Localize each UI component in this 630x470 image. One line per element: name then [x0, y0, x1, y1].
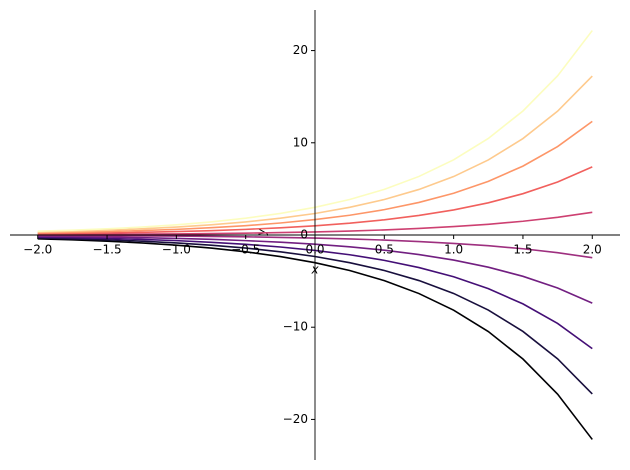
- x-tick-label: 0.5: [375, 243, 394, 257]
- x-tick-label: 1.5: [513, 243, 532, 257]
- x-tick-label: 0.0: [305, 243, 324, 257]
- y-tick-label: 10: [293, 135, 308, 149]
- x-tick-label: −2.0: [23, 243, 52, 257]
- x-tick-label: −0.5: [231, 243, 260, 257]
- x-tick-label: 1.0: [444, 243, 463, 257]
- y-axis-label: y: [255, 228, 269, 237]
- y-tick-label: 0: [300, 228, 308, 242]
- y-tick-label: 20: [293, 43, 308, 57]
- y-tick-label: −10: [283, 320, 308, 334]
- x-tick-label: −1.5: [92, 243, 121, 257]
- x-tick-label: −1.0: [162, 243, 191, 257]
- y-tick-label: −20: [283, 412, 308, 426]
- x-tick-label: 2.0: [583, 243, 602, 257]
